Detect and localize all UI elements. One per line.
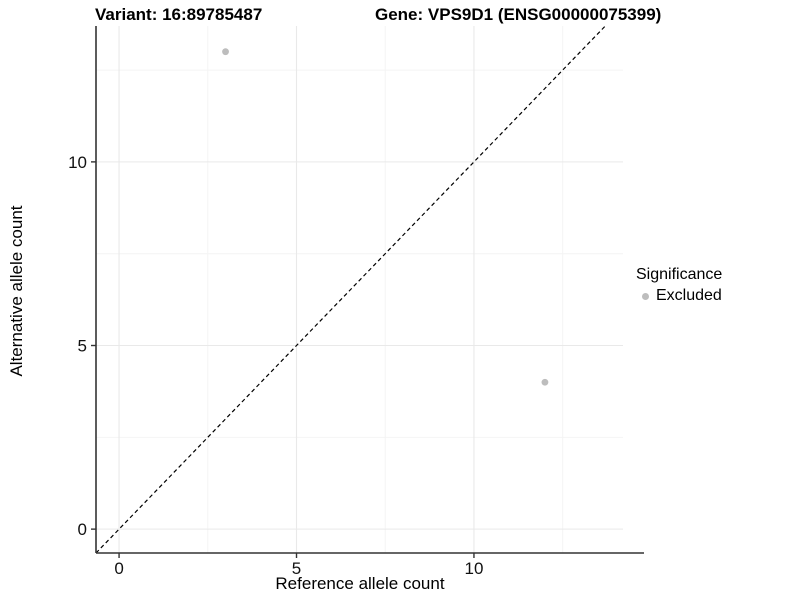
- x-tick-label: 10: [464, 559, 483, 578]
- legend-entry-excluded: Excluded: [636, 287, 722, 305]
- scatter-point: [222, 48, 229, 56]
- y-tick-label: 5: [78, 337, 87, 356]
- legend-entry-label: Excluded: [656, 287, 722, 304]
- x-axis-title: Reference allele count: [275, 574, 445, 593]
- x-tick-label: 5: [292, 559, 301, 578]
- y-axis-title: Alternative allele count: [7, 205, 26, 377]
- gene-title: Gene: VPS9D1 (ENSG00000075399): [375, 5, 662, 24]
- legend-point-swatch: [641, 292, 649, 300]
- scatter-point: [541, 378, 549, 386]
- y-tick-label: 10: [68, 153, 87, 172]
- y-tick-label: 0: [78, 520, 87, 539]
- variant-title: Variant: 16:89785487: [95, 5, 263, 24]
- legend: Significance Excluded: [636, 266, 722, 305]
- legend-key: [636, 292, 654, 300]
- x-tick-label: 0: [114, 559, 123, 578]
- identity-line: [95, 25, 606, 554]
- legend-title: Significance: [636, 266, 723, 283]
